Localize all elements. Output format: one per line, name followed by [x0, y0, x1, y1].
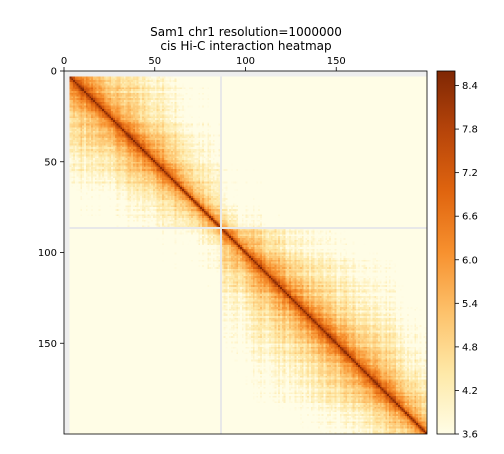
chart-title: Sam1 chr1 resolution=1000000	[150, 25, 342, 39]
colorbar-tick-label: 7.2	[462, 168, 478, 179]
colorbar-tick-label: 4.8	[462, 342, 478, 353]
colorbar-tick-label: 7.8	[462, 125, 478, 136]
x-tick-label: 150	[327, 56, 346, 67]
colorbar-tick-label: 6.6	[462, 212, 478, 223]
heatmap-matrix	[64, 71, 427, 434]
x-tick-label: 50	[148, 56, 161, 67]
y-tick-label: 150	[38, 339, 57, 350]
y-tick-label: 50	[44, 157, 57, 168]
colorbar-tick-label: 4.2	[462, 386, 478, 397]
y-tick-label: 100	[38, 248, 57, 259]
colorbar-tick-label: 8.4	[462, 81, 478, 92]
colorbar-tick-label: 3.6	[462, 430, 478, 441]
x-tick-label: 0	[61, 56, 67, 67]
colorbar-tick-label: 6.0	[462, 255, 478, 266]
colorbar-gradient	[436, 70, 456, 435]
chart-subtitle: cis Hi-C interaction heatmap	[160, 39, 331, 53]
x-tick-label: 100	[236, 56, 255, 67]
heatmap-area	[64, 71, 427, 434]
axes-layer: 0 50 100 150 0 50 100 150	[38, 56, 428, 435]
y-tick-label: 0	[51, 67, 57, 78]
colorbar: 3.6 4.2 4.8 5.4 6.0 6.6 7.2 7.8 8.4	[436, 70, 478, 441]
colorbar-tick-label: 5.4	[462, 299, 478, 310]
